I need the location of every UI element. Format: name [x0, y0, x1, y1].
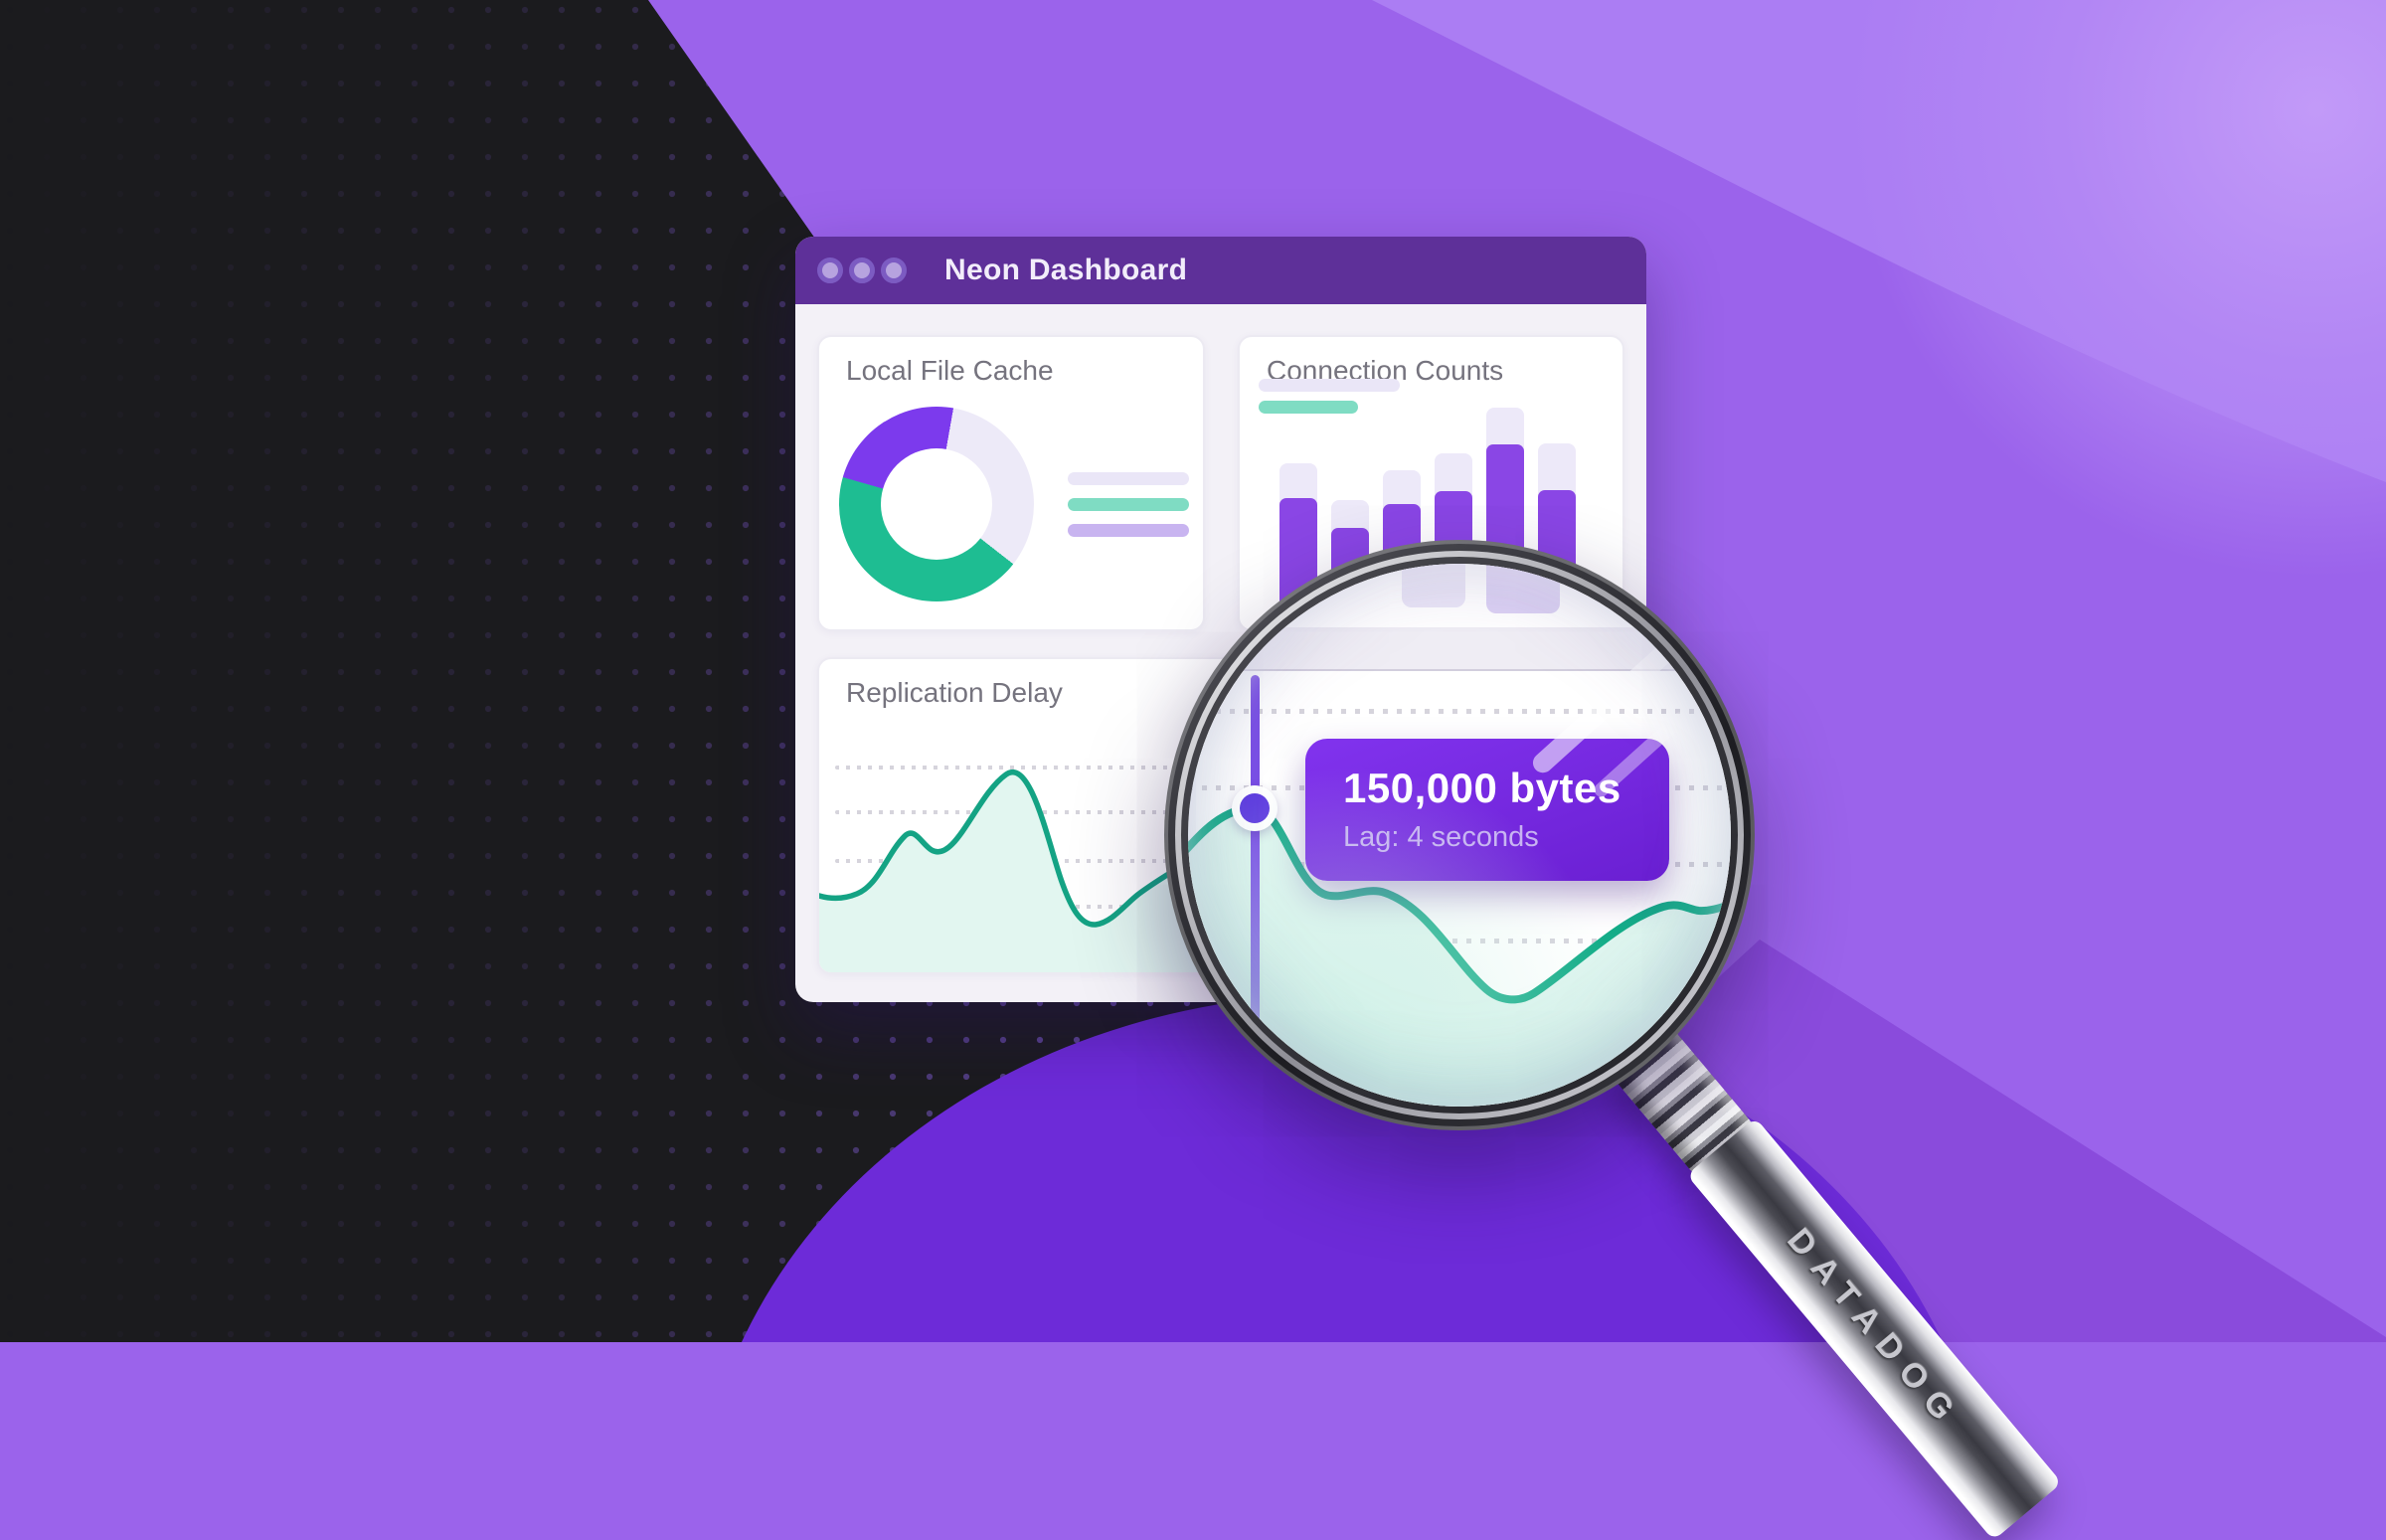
- legend-pill-teal: [1259, 401, 1358, 414]
- data-point-dot: [1240, 793, 1270, 823]
- card-local-file-cache: Local File Cache: [817, 335, 1205, 631]
- window-control-2[interactable]: [849, 257, 875, 283]
- legend-swatch-teal: [1068, 498, 1189, 511]
- donut-hole: [881, 448, 992, 560]
- window-control-3[interactable]: [881, 257, 907, 283]
- legend-swatch-lavender: [1068, 472, 1189, 485]
- card-title-replication-delay: Replication Delay: [846, 677, 1063, 708]
- cache-legend: [1068, 472, 1189, 550]
- card-title-local-file-cache: Local File Cache: [846, 355, 1054, 386]
- tooltip-lag: Lag: 4 seconds: [1343, 821, 1539, 853]
- magnifier-lens: 150,000 bytes Lag: 4 seconds: [1164, 540, 1755, 1130]
- tooltip-value: 150,000 bytes: [1343, 765, 1621, 811]
- hover-cursor-line: [1251, 675, 1260, 1033]
- data-point-marker[interactable]: [1232, 785, 1278, 831]
- legend-pill-lavender: [1259, 379, 1400, 392]
- legend-swatch-light-purple: [1068, 524, 1189, 537]
- cache-donut-chart[interactable]: [839, 407, 1034, 601]
- lens-glass: 150,000 bytes Lag: 4 seconds: [1188, 564, 1731, 1107]
- value-tooltip: 150,000 bytes Lag: 4 seconds: [1305, 739, 1669, 881]
- window-title: Neon Dashboard: [944, 254, 1188, 286]
- bg-sphere-highlight: [1849, 0, 2386, 577]
- window-titlebar: Neon Dashboard: [795, 237, 1646, 304]
- window-control-1[interactable]: [817, 257, 843, 283]
